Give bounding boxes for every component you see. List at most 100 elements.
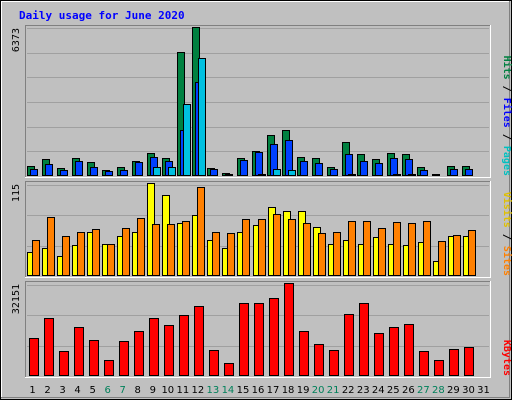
panel-hits-legend: Hits / Files / Pages xyxy=(501,56,512,176)
panel-visits-legend-separator: / xyxy=(501,228,512,246)
x-tick-label-day-29: 29 xyxy=(447,385,460,396)
x-tick-label-day-17: 17 xyxy=(267,385,280,396)
bar-kbytes-kbytes-day-22 xyxy=(344,314,354,376)
panel-visits-max-label: 115 xyxy=(11,184,22,202)
bar-hits-files-day-30 xyxy=(465,169,473,176)
panel-kbytes-max-label: 32151 xyxy=(11,284,22,314)
x-tick-label-day-19: 19 xyxy=(297,385,310,396)
bar-kbytes-kbytes-day-2 xyxy=(44,318,54,376)
bar-kbytes-kbytes-day-16 xyxy=(254,303,264,376)
bar-hits-pages-day-25 xyxy=(393,174,401,176)
panel-visits-legend: Visits / Sites xyxy=(501,192,512,276)
bar-visits-sites-day-16 xyxy=(258,219,266,276)
bar-hits-pages-day-22 xyxy=(348,174,356,176)
bar-hits-files-day-23 xyxy=(360,161,368,176)
bar-hits-pages-day-11 xyxy=(183,104,191,176)
bar-kbytes-kbytes-day-1 xyxy=(29,338,39,376)
bar-kbytes-kbytes-day-7 xyxy=(119,341,129,376)
panel-hits-legend-files: Files xyxy=(501,98,512,128)
x-tick-label-day-28: 28 xyxy=(432,385,445,396)
x-tick-label-day-6: 6 xyxy=(104,385,110,396)
bar-hits-files-day-13 xyxy=(210,169,218,176)
bar-hits-files-day-8 xyxy=(135,162,143,176)
bar-visits-sites-day-18 xyxy=(288,219,296,276)
bar-kbytes-kbytes-day-26 xyxy=(404,324,414,376)
bar-visits-sites-day-4 xyxy=(77,232,85,276)
bar-kbytes-kbytes-day-20 xyxy=(314,344,324,376)
panel-hits-legend-separator: / xyxy=(501,80,512,98)
x-tick-label-day-10: 10 xyxy=(161,385,174,396)
bar-visits-sites-day-2 xyxy=(47,217,55,276)
bar-kbytes-kbytes-day-3 xyxy=(59,351,69,376)
bar-hits-files-day-21 xyxy=(330,169,338,176)
bar-hits-pages-day-18 xyxy=(288,170,296,176)
x-tick-label-day-25: 25 xyxy=(387,385,400,396)
bar-visits-sites-day-25 xyxy=(393,222,401,276)
bar-kbytes-kbytes-day-5 xyxy=(89,340,99,376)
bar-kbytes-kbytes-day-4 xyxy=(74,327,84,376)
bar-hits-files-day-26 xyxy=(405,159,413,176)
bar-hits-files-day-29 xyxy=(450,169,458,176)
bar-kbytes-kbytes-day-6 xyxy=(104,360,114,376)
bar-visits-sites-day-5 xyxy=(92,229,100,276)
x-tick-label-day-30: 30 xyxy=(462,385,475,396)
bar-visits-sites-day-21 xyxy=(333,232,341,276)
panel-kbytes: 32151 KBytes xyxy=(11,281,512,378)
x-tick-label-day-27: 27 xyxy=(417,385,430,396)
bar-hits-pages-day-10 xyxy=(168,167,176,176)
bar-hits-pages-day-9 xyxy=(153,167,161,176)
x-tick-label-day-23: 23 xyxy=(357,385,370,396)
bar-visits-sites-day-29 xyxy=(453,235,461,276)
x-tick-label-day-14: 14 xyxy=(222,385,235,396)
bar-visits-sites-day-13 xyxy=(212,232,220,276)
bar-kbytes-kbytes-day-21 xyxy=(329,350,339,376)
x-axis: 1 2 3 4 5 6 7 8 9 10 11 12 13 14 15 16 17 18 19 20 21 22 23 24 2… xyxy=(29,385,490,396)
x-tick-label-day-22: 22 xyxy=(342,385,355,396)
bar-kbytes-kbytes-day-19 xyxy=(299,331,309,376)
bar-kbytes-kbytes-day-9 xyxy=(149,318,159,376)
bar-visits-sites-day-23 xyxy=(363,221,371,276)
chart-panels: 6373 Hits / Files / Pages 115 Visits / Site… xyxy=(11,25,512,378)
bar-hits-pages-day-16 xyxy=(258,174,266,176)
bar-visits-sites-day-10 xyxy=(167,224,175,276)
x-tick-label-day-8: 8 xyxy=(135,385,141,396)
bar-visits-sites-day-12 xyxy=(197,187,205,276)
panel-hits-legend-separator: / xyxy=(501,128,512,146)
bar-hits-files-day-25 xyxy=(390,158,398,176)
panel-hits-legend-hits: Hits xyxy=(501,56,512,80)
bar-visits-sites-day-22 xyxy=(348,221,356,276)
panel-visits: 115 Visits / Sites xyxy=(11,181,512,278)
bar-kbytes-kbytes-day-18 xyxy=(284,283,294,376)
bar-visits-sites-day-6 xyxy=(107,244,115,276)
bar-hits-files-day-22 xyxy=(345,154,353,176)
bar-kbytes-kbytes-day-24 xyxy=(374,333,384,376)
bar-visits-sites-day-27 xyxy=(423,221,431,276)
bar-kbytes-kbytes-day-23 xyxy=(359,303,369,376)
x-tick-label-day-12: 12 xyxy=(192,385,205,396)
x-tick-label-day-16: 16 xyxy=(252,385,265,396)
bar-hits-files-day-2 xyxy=(45,164,53,176)
bar-kbytes-kbytes-day-8 xyxy=(134,331,144,376)
x-tick-label-day-5: 5 xyxy=(89,385,95,396)
bar-visits-sites-day-1 xyxy=(32,240,40,276)
bar-hits-files-day-3 xyxy=(60,170,68,176)
bar-hits-files-day-7 xyxy=(120,170,128,176)
bar-hits-files-day-4 xyxy=(75,161,83,176)
x-tick-label-day-24: 24 xyxy=(372,385,385,396)
x-tick-label-day-4: 4 xyxy=(74,385,80,396)
bar-hits-files-day-15 xyxy=(240,160,248,176)
chart-title: Daily usage for June 2020 xyxy=(19,9,185,22)
bar-visits-sites-day-9 xyxy=(152,224,160,276)
x-tick-label-day-9: 9 xyxy=(150,385,156,396)
bar-kbytes-kbytes-day-25 xyxy=(389,327,399,376)
x-tick-label-day-2: 2 xyxy=(44,385,50,396)
panel-visits-legend-sites: Sites xyxy=(501,246,512,276)
bar-visits-sites-day-8 xyxy=(137,218,145,276)
x-tick-label-day-7: 7 xyxy=(120,385,126,396)
x-tick-label-day-31: 31 xyxy=(477,385,490,396)
x-tick-label-day-1: 1 xyxy=(29,385,35,396)
bar-visits-sites-day-24 xyxy=(378,228,386,276)
panel-hits-max-label: 6373 xyxy=(11,28,22,52)
